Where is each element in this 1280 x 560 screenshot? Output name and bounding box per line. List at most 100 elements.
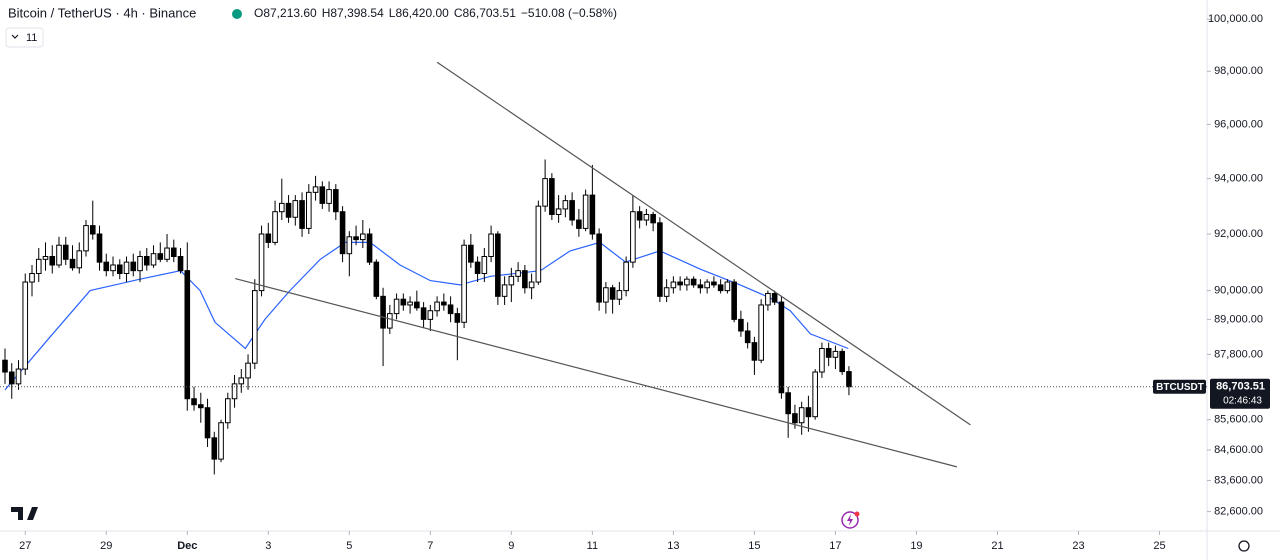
candle-body [56, 244, 62, 266]
x-tick-label: 5 [346, 540, 352, 552]
candle-body [83, 225, 89, 252]
candle-body [825, 347, 832, 358]
candle-body [603, 287, 609, 303]
settings-icon[interactable] [1238, 540, 1250, 552]
candle-body [96, 233, 103, 263]
x-tick-label: 27 [19, 540, 31, 552]
candle-body [285, 202, 292, 218]
candle-body [15, 368, 22, 385]
candle-body [731, 281, 737, 320]
moving-average-line [4, 241, 849, 391]
candle-body [380, 295, 386, 329]
candle-body [663, 287, 670, 297]
candle-body [373, 261, 380, 297]
candle-body [697, 284, 704, 289]
candle-body [751, 342, 758, 361]
indicators-toggle[interactable] [5, 27, 44, 48]
x-tick-label: 9 [508, 540, 514, 552]
alert-icon[interactable] [841, 511, 859, 529]
symbol-tag: BTCUSDT [1156, 382, 1204, 393]
candle-body [447, 304, 454, 315]
candle-body [157, 253, 164, 260]
candle-body [684, 278, 690, 286]
candle-body [846, 371, 852, 388]
candle-body [279, 202, 285, 213]
candle-body [792, 413, 798, 424]
candle-body [49, 255, 56, 266]
symbol-title: Bitcoin / TetherUS · 4h · Binance [8, 5, 196, 20]
candle-body [130, 261, 137, 272]
y-tick-label: 83,600.00 [1214, 475, 1263, 487]
candle-body [528, 281, 535, 289]
notification-dot [854, 511, 860, 517]
candle-body [657, 222, 663, 297]
x-tick-label: 17 [829, 540, 841, 552]
candle-body [245, 362, 251, 379]
x-tick-label: 3 [265, 540, 271, 552]
last-price-label: 86,703.51 [1216, 381, 1265, 393]
candle-body [8, 371, 15, 385]
candle-body [481, 255, 488, 274]
x-tick-label: 19 [910, 540, 922, 552]
candle-body [441, 301, 447, 306]
chevron-icon [11, 34, 19, 39]
candle-body [211, 437, 218, 460]
candle-body [495, 233, 501, 297]
candle-body [562, 200, 569, 210]
candle-body [339, 211, 346, 255]
candle-body [42, 255, 49, 260]
candle-body [670, 281, 677, 289]
candle-body [333, 189, 339, 213]
candle-body [184, 270, 191, 400]
y-tick-label: 85,600.00 [1214, 414, 1263, 426]
y-tick-label: 94,000.00 [1214, 173, 1263, 185]
candle-body [717, 284, 724, 292]
candle-body [353, 236, 359, 241]
candle-body [177, 255, 184, 272]
ohlc-value: −510.08 (−0.58%) [521, 6, 617, 20]
candle-body [461, 244, 467, 323]
y-tick-label: 82,600.00 [1214, 506, 1263, 518]
candle-body [765, 292, 771, 306]
market-status-dot[interactable] [232, 9, 242, 19]
candle-body [555, 208, 562, 215]
candle-body [326, 189, 332, 204]
candle-body [832, 350, 839, 358]
candle-body [69, 258, 76, 269]
ohlc-value: H87,398.54 [322, 6, 384, 20]
candle-body [62, 244, 69, 260]
candle-body [400, 298, 407, 306]
candle-body [724, 281, 731, 292]
candle-body [218, 422, 224, 460]
tradingview-logo[interactable] [11, 507, 38, 520]
candle-body [812, 371, 818, 418]
candle-body [805, 407, 812, 418]
candle-body [224, 398, 231, 424]
candle-body [312, 186, 319, 193]
candle-body [535, 205, 542, 283]
candle-body [738, 318, 744, 332]
candle-body [265, 233, 272, 243]
candle-body [744, 330, 751, 344]
candle-body [272, 211, 278, 243]
x-tick-label: 23 [1072, 540, 1084, 552]
candle-body [164, 247, 170, 260]
candle-body [143, 255, 150, 266]
candle-body [387, 313, 393, 329]
candle-body [427, 310, 434, 320]
candle-body [29, 272, 35, 283]
candle-body [123, 261, 130, 274]
symbol-tag-box [1153, 379, 1206, 394]
candle-body [711, 281, 717, 286]
candle-body [650, 213, 656, 224]
lightning-icon [847, 514, 853, 526]
candle-body [434, 301, 440, 312]
candle-body [299, 200, 305, 229]
candle-body [150, 253, 157, 266]
candle-body [704, 281, 710, 289]
candle-body [636, 211, 643, 221]
x-tick-label: 13 [667, 540, 679, 552]
candle-body [616, 290, 623, 300]
candle-body [542, 178, 548, 207]
